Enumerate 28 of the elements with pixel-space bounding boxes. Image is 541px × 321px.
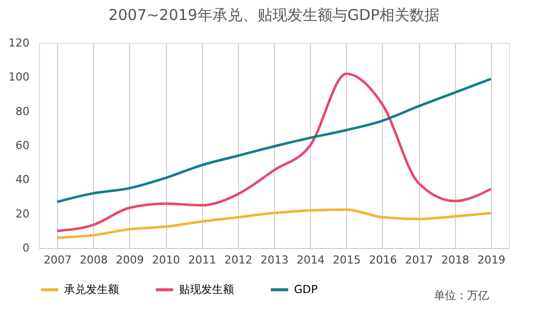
x-tick-label: 2009 [116, 254, 144, 266]
chart-title: 2007~2019年承兑、贴现发生额与GDP相关数据 [108, 6, 440, 24]
y-tick-label: 80 [16, 104, 30, 118]
x-tick-label: 2019 [477, 254, 506, 266]
x-tick-label: 2016 [368, 254, 397, 266]
legend-label: 承兑发生额 [64, 282, 119, 296]
x-tick-label: 2013 [260, 254, 288, 266]
x-tick-label: 2007 [44, 254, 72, 266]
legend-label: GDP [294, 282, 318, 296]
x-tick-label: 2010 [152, 254, 180, 266]
x-tick-label: 2018 [441, 254, 470, 266]
line-series [56, 208, 492, 239]
x-tick-label: 2017 [405, 254, 434, 266]
x-tick-label: 2015 [332, 254, 361, 266]
line-series [56, 72, 492, 232]
text: 单位：万亿 [434, 289, 489, 302]
y-tick-label: 20 [16, 207, 30, 220]
x-tick-label: 2011 [188, 254, 216, 266]
y-tick-label: 100 [8, 70, 30, 84]
line-series [56, 78, 492, 204]
legend-label: 贴现发生额 [179, 282, 234, 296]
y-tick-label: 120 [8, 36, 30, 50]
y-tick-label: 40 [16, 173, 30, 186]
x-tick-label: 2012 [224, 254, 252, 266]
y-tick-label: 60 [16, 139, 30, 152]
x-tick-label: 2008 [80, 254, 108, 266]
x-tick-label: 2014 [296, 254, 325, 266]
y-tick-label: 0 [22, 242, 30, 254]
